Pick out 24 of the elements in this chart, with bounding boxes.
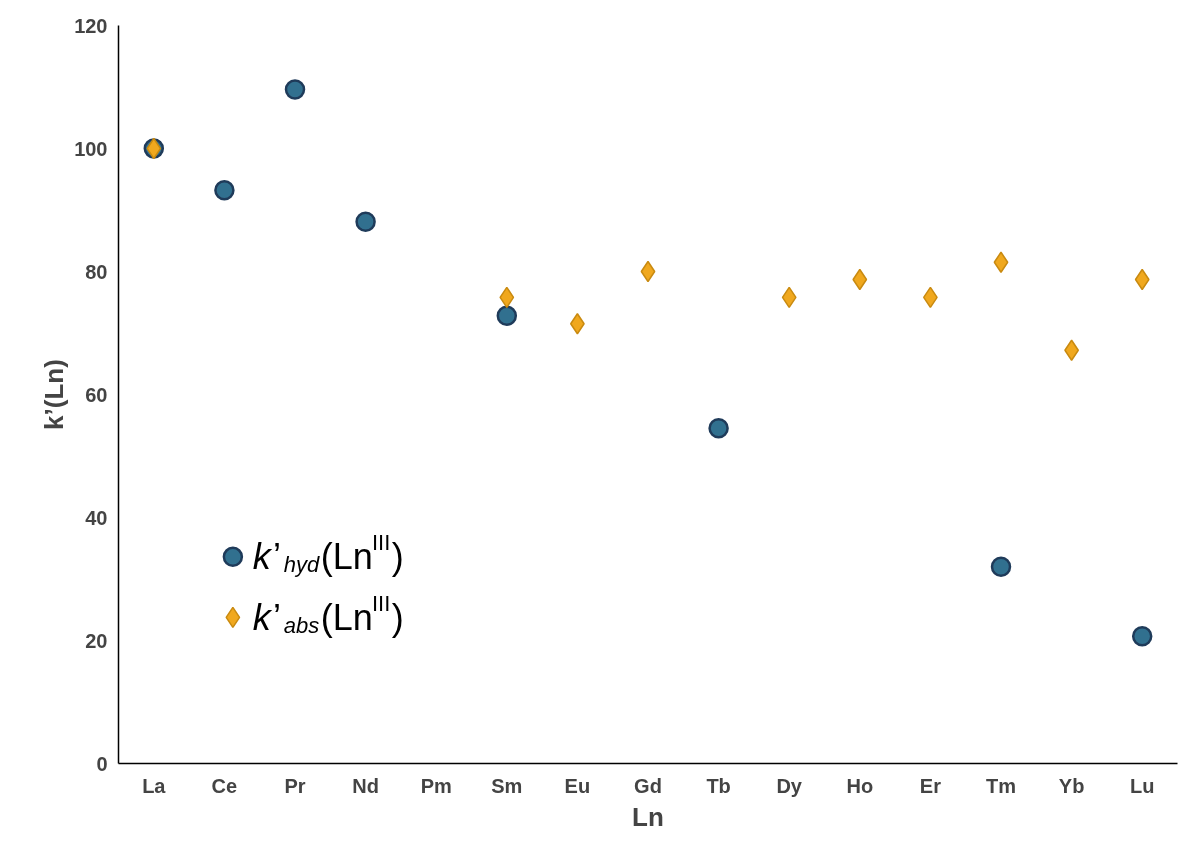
y-tick-label: 40 (85, 506, 108, 529)
x-tick-label: Yb (1058, 774, 1085, 797)
x-tick-label: Nd (352, 774, 379, 797)
y-axis-title: k’(Ln) (39, 359, 70, 430)
x-tick-label: Ce (211, 774, 238, 797)
y-tick-label: 100 (74, 137, 108, 160)
x-tick-label: Lu (1129, 774, 1155, 797)
y-tick-label: 60 (85, 383, 108, 406)
x-tick-label: Pm (420, 774, 452, 797)
y-tick-label: 20 (85, 629, 108, 652)
x-tick-label: Tm (986, 774, 1016, 797)
x-tick-label: Dy (776, 774, 803, 797)
x-tick-label: Gd (634, 774, 662, 797)
x-tick-label: Ho (846, 774, 874, 797)
y-tick-label: 120 (74, 14, 108, 37)
y-tick-label: 80 (85, 260, 108, 283)
x-axis-title: Ln (632, 801, 664, 832)
y-tick-label: 0 (96, 752, 108, 775)
x-tick-label: Eu (564, 774, 591, 797)
x-tick-label: La (142, 774, 167, 797)
x-tick-label: Pr (284, 774, 306, 797)
x-tick-label: Sm (491, 774, 523, 797)
x-tick-label: Er (919, 774, 942, 797)
x-tick-label: Tb (706, 774, 731, 797)
